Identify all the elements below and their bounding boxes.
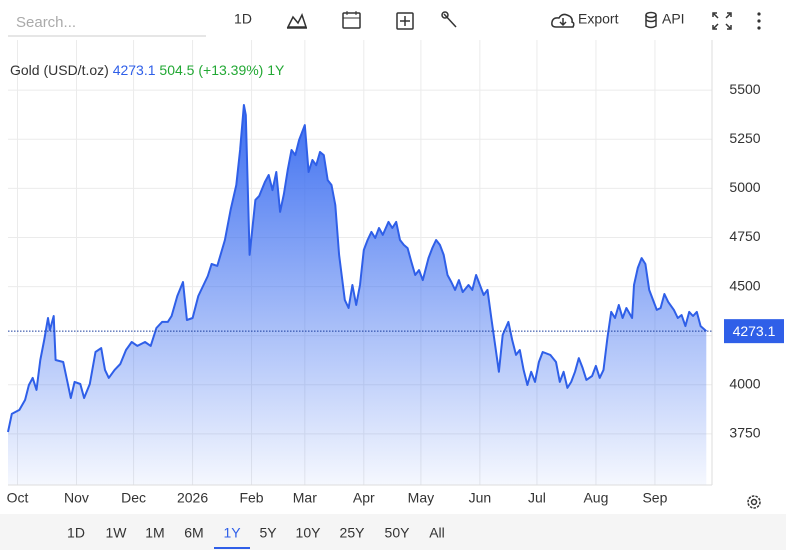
chart-type-icon[interactable] [286, 13, 308, 29]
range-button[interactable]: 6M [184, 525, 203, 541]
download-icon[interactable] [551, 13, 575, 28]
range-button[interactable]: 10Y [296, 525, 322, 541]
x-tick-label: Aug [583, 490, 608, 506]
fullscreen-icon[interactable] [712, 12, 732, 30]
export-button[interactable]: Export [578, 11, 619, 27]
y-tick-label: 5000 [729, 179, 760, 195]
x-tick-label: 2026 [177, 490, 208, 506]
y-tick-label: 5250 [729, 130, 760, 146]
x-tick-label: Jul [528, 490, 546, 506]
y-tick-label: 5500 [729, 81, 760, 97]
settings-wrench-icon[interactable] [441, 11, 457, 28]
interval-button[interactable]: 1D [234, 11, 252, 27]
range-button[interactable]: 25Y [340, 525, 366, 541]
x-tick-label: Nov [64, 490, 89, 506]
y-tick-label: 3750 [729, 425, 760, 441]
range-button[interactable]: 1W [106, 525, 128, 541]
api-button[interactable]: API [662, 11, 685, 27]
y-tick-label: 4000 [729, 376, 760, 392]
plot [7, 104, 707, 485]
x-tick-label: Dec [121, 490, 146, 506]
gear-icon[interactable] [747, 495, 761, 509]
period: 1Y [267, 62, 285, 78]
more-menu-icon[interactable] [757, 12, 761, 30]
database-icon[interactable] [645, 11, 657, 29]
range-button[interactable]: All [429, 525, 445, 541]
range-button[interactable]: 1M [145, 525, 164, 541]
x-tick-label: May [408, 490, 434, 506]
legend: Gold (USD/t.oz) 4273.1 504.5 (+13.39%) 1… [10, 62, 285, 78]
x-tick-label: Oct [7, 490, 29, 506]
last-price: 4273.1 [113, 62, 156, 78]
last-value-label: 4273.1 [733, 323, 776, 339]
range-button[interactable]: 1Y [223, 525, 241, 541]
percent-change: (+13.39%) [198, 62, 263, 78]
range-bar [0, 514, 786, 550]
y-tick-label: 4750 [729, 228, 760, 244]
x-tick-label: Sep [642, 490, 667, 506]
x-tick-label: Jun [469, 490, 492, 506]
range-button[interactable]: 1D [67, 525, 85, 541]
calendar-icon[interactable] [342, 11, 361, 29]
price-line [7, 104, 707, 433]
range-button[interactable]: 50Y [385, 525, 411, 541]
toolbar: Search... 1D Export API [8, 11, 761, 37]
add-indicator-icon[interactable] [396, 12, 414, 30]
x-tick-label: Apr [353, 490, 375, 506]
range-button[interactable]: 5Y [259, 525, 277, 541]
y-tick-label: 4500 [729, 277, 760, 293]
x-tick-label: Mar [293, 490, 317, 506]
area-fill [8, 105, 707, 485]
x-tick-label: Feb [239, 490, 263, 506]
range-buttons: 1D 1W 1M 6M 1Y 5Y 10Y 25Y 50Y All [67, 525, 445, 549]
price-change: 504.5 [159, 62, 194, 78]
instrument-name: Gold (USD/t.oz) [10, 62, 109, 78]
search-input[interactable]: Search... [16, 14, 76, 31]
last-value-box [724, 319, 784, 344]
